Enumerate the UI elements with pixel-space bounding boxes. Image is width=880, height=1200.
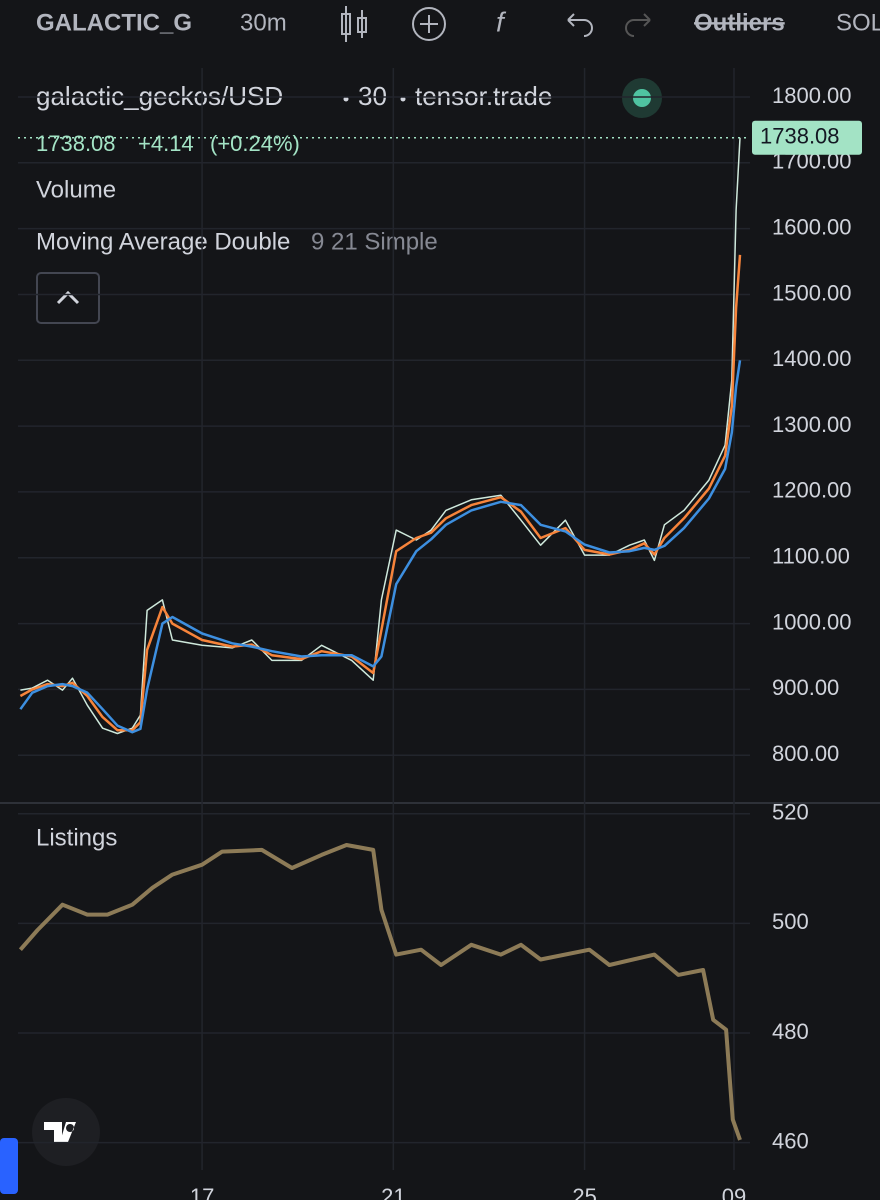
last-price: 1738.08	[36, 131, 116, 156]
series-layer	[18, 137, 742, 1141]
y-tick-label: 1100.00	[772, 544, 850, 569]
outliers-button[interactable]: Outliers	[694, 9, 785, 36]
quote-button[interactable]: SOL	[836, 9, 880, 36]
status-dot	[633, 89, 651, 107]
y-tick-label: 800.00	[772, 741, 839, 766]
y-tick-label: 1300.00	[772, 412, 852, 437]
collapse-button[interactable]	[36, 272, 100, 324]
moving-average-line	[19, 360, 742, 734]
price-line	[20, 137, 741, 735]
redo-icon[interactable]	[625, 13, 651, 37]
side-tab[interactable]	[0, 1138, 18, 1194]
y-tick-label: 500	[772, 909, 809, 934]
symbol-button[interactable]: GALACTIC_G	[36, 9, 192, 36]
x-tick-label: 21	[381, 1184, 405, 1200]
function-icon[interactable]: f	[496, 6, 507, 37]
price-change: +4.14	[138, 131, 194, 156]
x-tick-label: 09	[722, 1184, 746, 1200]
y-tick-label: 1400.00	[772, 346, 852, 371]
candles-icon[interactable]	[341, 6, 367, 42]
y-tick-label: 1200.00	[772, 478, 852, 503]
y-tick-label: 1600.00	[772, 214, 852, 239]
y-tick-label: 480	[772, 1019, 809, 1044]
price-change-pct: (+0.24%)	[210, 131, 300, 156]
y-tick-label: 1000.00	[772, 609, 852, 634]
x-tick-label: 25	[572, 1184, 596, 1200]
interval-button[interactable]: 30m	[240, 9, 287, 36]
separator	[400, 96, 406, 102]
listings-line	[18, 843, 742, 1141]
y-tick-label: 1800.00	[772, 83, 852, 108]
legend-source: tensor.trade	[415, 81, 552, 111]
moving-average-line	[19, 254, 742, 732]
ma-name: Moving Average Double	[36, 228, 290, 255]
add-indicator-icon[interactable]	[412, 7, 446, 41]
legend-interval: 30	[358, 81, 387, 111]
y-tick-label: 900.00	[772, 675, 839, 700]
last-price-box	[752, 120, 862, 155]
plot: 800.00 900.00 1000.00 1100.00 1200.00 1300.00…	[18, 68, 862, 1200]
separator	[343, 96, 349, 102]
y-tick-label: 1500.00	[772, 280, 852, 305]
listings-title: Listings	[36, 824, 117, 851]
x-tick-label: 17	[190, 1184, 214, 1200]
volume-label: Volume	[36, 176, 116, 203]
undo-icon[interactable]	[567, 13, 593, 37]
ma-params: 9 21 Simple	[311, 228, 438, 255]
last-price-label: 1738.08	[760, 124, 840, 149]
y-tick-label: 520	[772, 800, 809, 825]
legend-symbol: galactic_geckos/USD	[36, 81, 283, 111]
tradingview-logo[interactable]	[32, 1098, 100, 1166]
y-tick-label: 460	[772, 1128, 809, 1153]
